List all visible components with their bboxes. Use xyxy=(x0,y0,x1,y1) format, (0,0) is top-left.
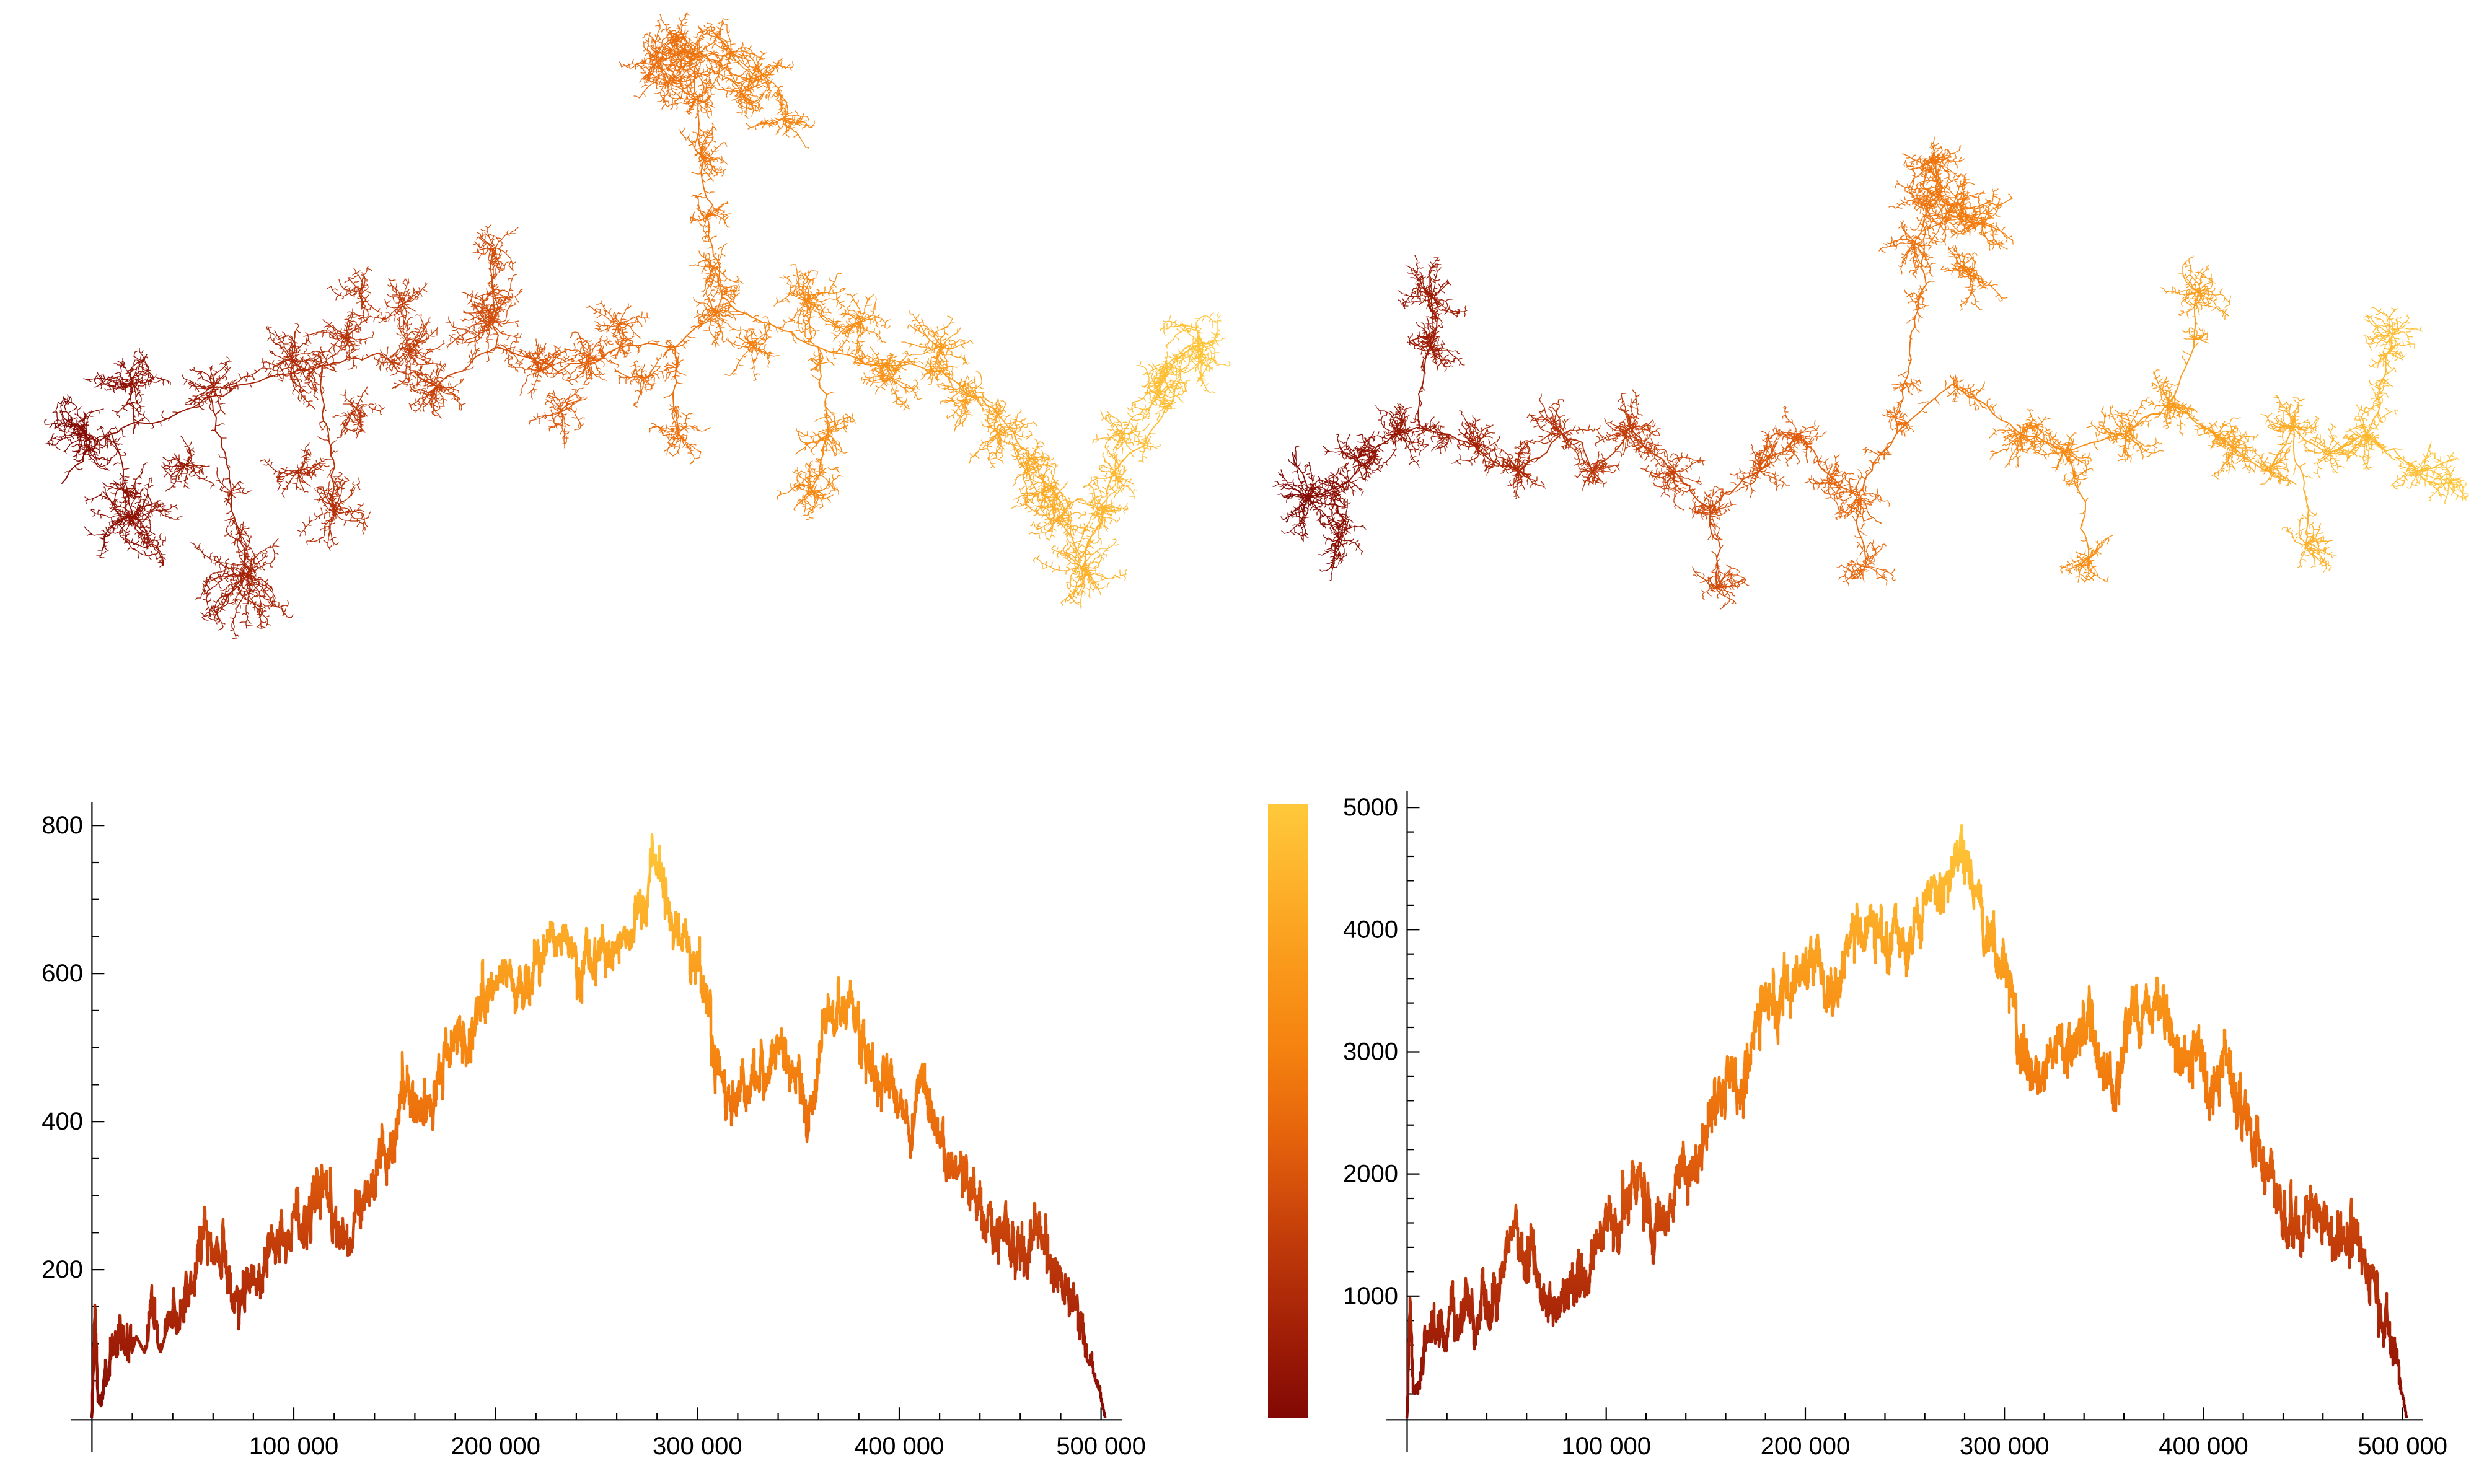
svg-text:200 000: 200 000 xyxy=(451,1433,540,1460)
svg-text:300 000: 300 000 xyxy=(1960,1433,2050,1460)
svg-text:500 000: 500 000 xyxy=(1056,1433,1146,1460)
svg-text:2000: 2000 xyxy=(1343,1161,1398,1188)
svg-text:600: 600 xyxy=(42,960,83,987)
svg-text:200: 200 xyxy=(42,1256,83,1283)
svg-text:200 000: 200 000 xyxy=(1761,1433,1851,1460)
svg-text:400: 400 xyxy=(42,1108,83,1135)
svg-text:400 000: 400 000 xyxy=(2159,1433,2248,1460)
svg-text:4000: 4000 xyxy=(1343,916,1398,943)
svg-text:800: 800 xyxy=(42,812,83,839)
svg-text:100 000: 100 000 xyxy=(249,1433,339,1460)
svg-text:500 000: 500 000 xyxy=(2358,1433,2447,1460)
svg-text:100 000: 100 000 xyxy=(1561,1433,1651,1460)
svg-text:3000: 3000 xyxy=(1343,1038,1398,1066)
svg-text:400 000: 400 000 xyxy=(855,1433,944,1460)
svg-text:300 000: 300 000 xyxy=(653,1433,742,1460)
svg-text:1000: 1000 xyxy=(1343,1283,1398,1310)
svg-text:5000: 5000 xyxy=(1343,794,1398,821)
